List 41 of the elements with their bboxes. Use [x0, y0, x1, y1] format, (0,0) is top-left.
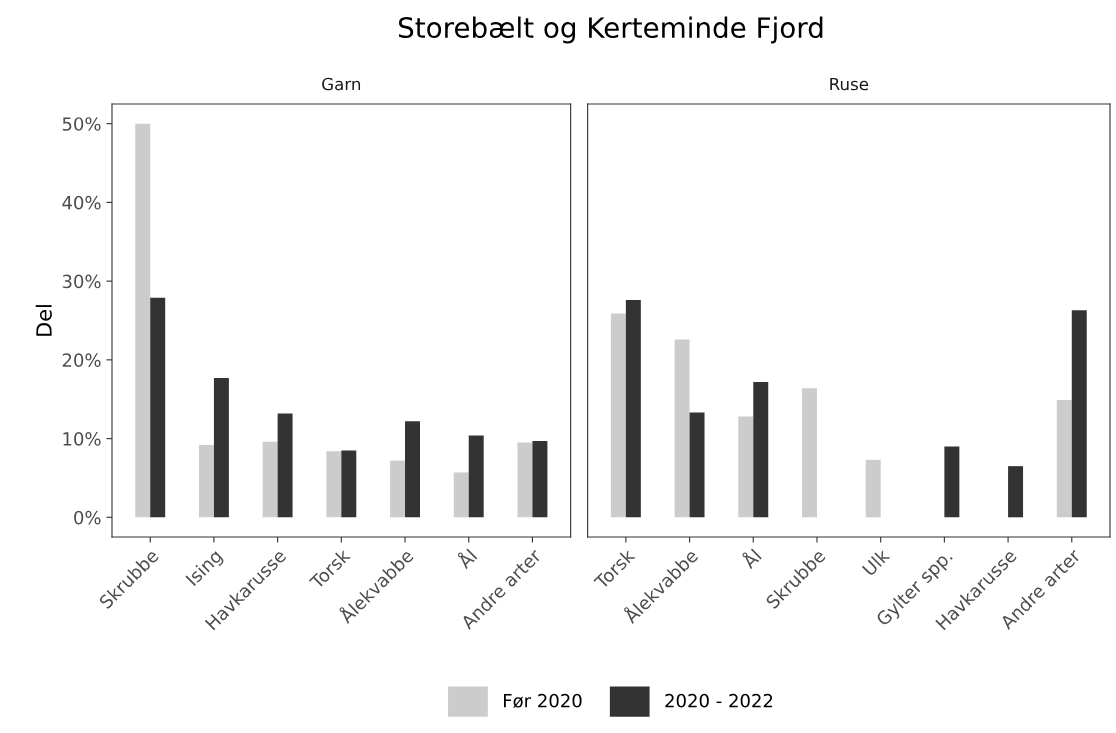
bar: [865, 459, 881, 518]
legend-label: 2020 - 2022: [665, 693, 773, 708]
bar: [453, 472, 469, 518]
bar: [150, 297, 166, 518]
x-tick-label: Ulk: [861, 547, 891, 577]
bar: [468, 435, 484, 518]
bar: [753, 381, 769, 518]
bar: [610, 313, 626, 518]
bar: [341, 450, 357, 518]
bar: [390, 460, 406, 518]
bar: [689, 412, 705, 518]
bar: [532, 440, 548, 518]
y-tick-label: 40%: [62, 195, 101, 210]
bar: [213, 377, 229, 518]
bar: [802, 388, 817, 518]
x-tick-label: Ål: [454, 546, 478, 570]
chart-title: Storebælt og Kerteminde Fjord: [398, 16, 823, 44]
bar: [198, 444, 214, 518]
y-axis-title: Del: [35, 305, 52, 336]
y-tick-label: 0%: [74, 510, 101, 525]
x-tick-label: Ål: [738, 546, 762, 570]
bar: [326, 451, 342, 518]
bar: [738, 416, 754, 518]
bar: [277, 413, 293, 518]
chart-subtitle: Ruse: [830, 77, 869, 91]
bar: [135, 123, 151, 518]
bar: [625, 300, 641, 518]
bar: [1056, 400, 1072, 518]
bar: [674, 339, 690, 518]
bar: [405, 421, 420, 518]
bar: [1071, 310, 1087, 518]
legend-label: Før 2020: [504, 693, 582, 709]
bar: [262, 441, 278, 518]
bar: [517, 442, 533, 518]
bar: [944, 446, 960, 518]
y-tick-label: 10%: [63, 432, 101, 446]
chart-subtitle: Garn: [322, 77, 361, 91]
y-tick-label: 30%: [62, 274, 101, 289]
y-tick-label: 50%: [62, 117, 101, 131]
bar: [1008, 466, 1024, 518]
y-tick-label: 20%: [62, 353, 101, 367]
